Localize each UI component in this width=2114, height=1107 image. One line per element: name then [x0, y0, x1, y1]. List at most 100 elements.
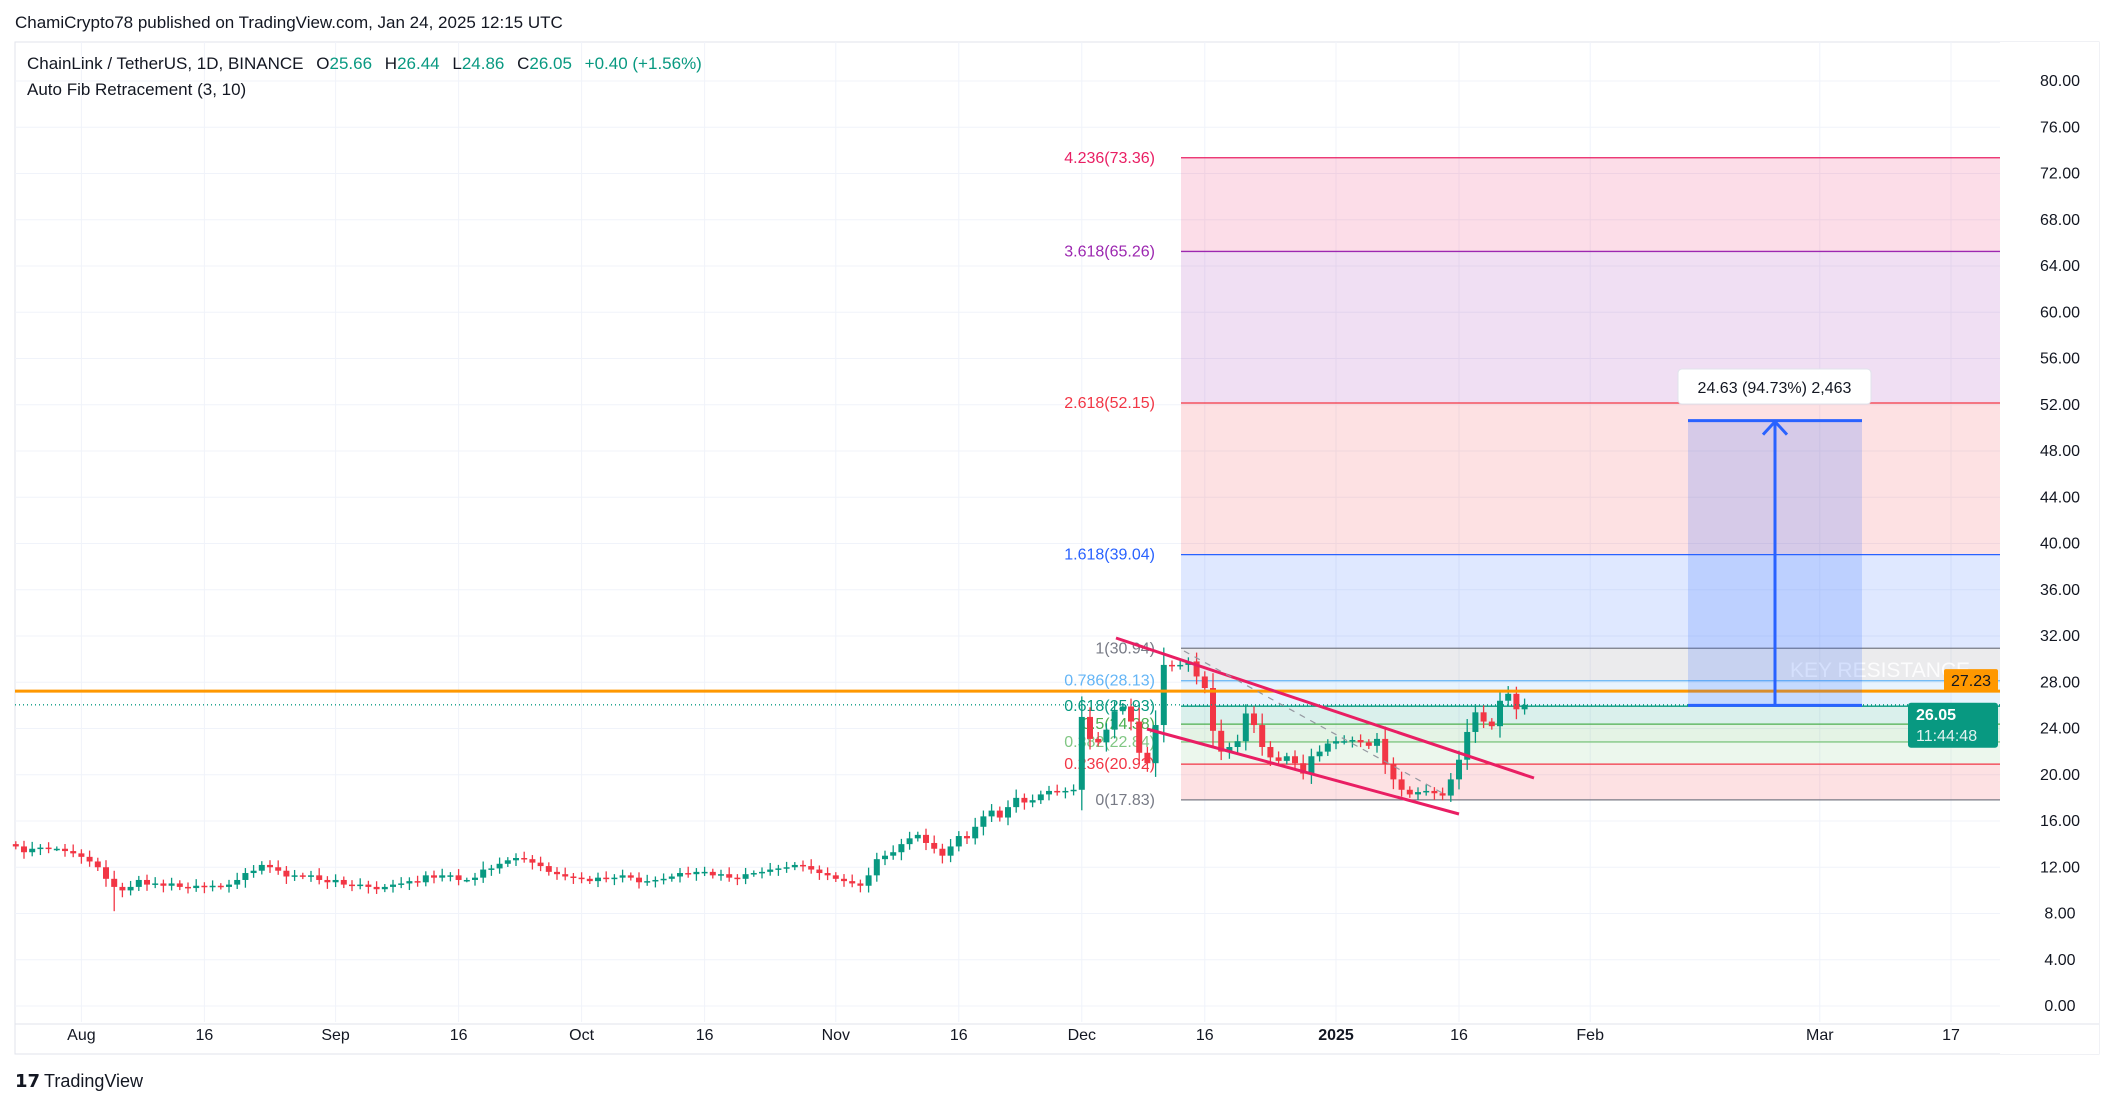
- candle-body: [1070, 789, 1077, 792]
- candle-body: [857, 883, 864, 886]
- candle-body: [1218, 730, 1225, 752]
- candle-body: [1357, 740, 1364, 743]
- time-tick-label: 16: [1196, 1027, 1214, 1044]
- candle-up: [135, 875, 142, 891]
- channel-upper-line[interactable]: [1115, 636, 1535, 780]
- time-tick-label: 16: [450, 1027, 468, 1044]
- candle-body: [1242, 713, 1249, 742]
- candle-down: [570, 872, 577, 884]
- candle-body: [340, 879, 347, 885]
- change-value: +0.40 (+1.56%): [585, 54, 702, 73]
- candle-up: [472, 872, 478, 886]
- candle-down: [1488, 718, 1495, 730]
- candle-body: [431, 875, 437, 878]
- candle-body: [1308, 756, 1315, 774]
- candle-down: [1357, 734, 1364, 748]
- candle-body: [1365, 742, 1372, 746]
- time-tick-label: Oct: [569, 1027, 594, 1044]
- candle-up: [619, 869, 626, 883]
- candle-down: [1365, 739, 1372, 750]
- candle-body: [1505, 693, 1512, 701]
- candle-body: [586, 878, 593, 882]
- candle-up: [250, 865, 257, 878]
- candle-body: [709, 871, 716, 876]
- candle-up: [955, 831, 962, 852]
- candle-body: [414, 881, 421, 883]
- candle-body: [1201, 676, 1208, 689]
- candle-down: [86, 850, 93, 867]
- fib-level-label: 0.382(22.84): [1064, 734, 1155, 751]
- drawings[interactable]: KEY RESISTANCE 24.63 (94.73%) 2,463: [15, 368, 2000, 816]
- candle-body: [1415, 792, 1421, 795]
- candle-up: [767, 862, 774, 876]
- candle-up: [406, 877, 413, 891]
- candle-up: [193, 879, 200, 892]
- candle-body: [873, 859, 880, 876]
- candle-down: [283, 866, 290, 884]
- price-tick-label: 0.00: [2044, 998, 2075, 1015]
- candle-down: [1431, 787, 1438, 800]
- candle-down: [176, 880, 183, 891]
- candle-body: [980, 816, 987, 827]
- candle-up: [398, 877, 405, 889]
- candle-body: [37, 847, 44, 850]
- open-value: 25.66: [330, 54, 373, 73]
- candle-up: [660, 873, 667, 885]
- candle-body: [513, 858, 519, 861]
- candle-body: [554, 871, 560, 875]
- candle-up: [988, 804, 995, 822]
- price-tick-label: 20.00: [2040, 767, 2080, 784]
- candle-body: [718, 874, 724, 876]
- candle-body: [1259, 725, 1266, 747]
- candle-up: [496, 857, 503, 874]
- price-tick-label: 80.00: [2040, 73, 2080, 90]
- candle-body: [1390, 764, 1397, 780]
- candle-up: [1472, 704, 1479, 743]
- candle-body: [1333, 741, 1339, 744]
- indicator-label[interactable]: Auto Fib Retracement (3, 10): [27, 80, 246, 99]
- candle-body: [439, 875, 446, 878]
- tradingview-logo[interactable]: 𝟭𝟳 TradingView: [15, 1071, 144, 1091]
- candle-body: [1177, 664, 1184, 667]
- candle-body: [160, 883, 167, 886]
- fib-zone: [1181, 706, 2000, 725]
- resistance-price-badge: [1944, 669, 1998, 692]
- candle-up: [513, 853, 519, 866]
- candle-up: [242, 868, 249, 888]
- candle-body: [824, 873, 831, 876]
- low-value: 24.86: [462, 54, 505, 73]
- candle-body: [1439, 793, 1446, 796]
- time-tick-label: 17: [1942, 1027, 1960, 1044]
- time-tick-label: Nov: [822, 1027, 850, 1044]
- candle-down: [78, 849, 85, 864]
- candle-body: [119, 886, 126, 891]
- candle-body: [1111, 711, 1118, 730]
- candle-body: [283, 870, 290, 877]
- candle-up: [1160, 647, 1167, 743]
- candle-body: [759, 871, 765, 874]
- candle-down: [816, 865, 823, 880]
- candle-body: [816, 869, 823, 874]
- range-label: 24.63 (94.73%) 2,463: [1698, 380, 1852, 397]
- candle-up: [1464, 719, 1471, 770]
- candle-body: [1005, 807, 1011, 818]
- fib-level-label: 0.618(25.93): [1064, 698, 1155, 715]
- time-tick-label: 16: [1450, 1027, 1468, 1044]
- candle-up: [463, 877, 470, 883]
- candle-down: [1398, 771, 1405, 797]
- candle-body: [21, 846, 27, 853]
- candle-down: [832, 872, 839, 882]
- channel-lower-line[interactable]: [1146, 727, 1460, 816]
- candle-body: [619, 875, 626, 878]
- candle-up: [652, 876, 659, 888]
- price-axis[interactable]: [2000, 42, 2099, 1054]
- candle-body: [685, 873, 692, 875]
- candle-up: [865, 867, 872, 893]
- axes[interactable]: 80.00 76.00 72.00 68.00 64.00 60.00 56.00 52.00…: [15, 42, 2099, 1054]
- candle-body: [988, 810, 995, 817]
- candle-down: [562, 867, 569, 881]
- candle-body: [1521, 704, 1528, 710]
- candle-down: [931, 835, 938, 854]
- candle-up: [693, 868, 700, 881]
